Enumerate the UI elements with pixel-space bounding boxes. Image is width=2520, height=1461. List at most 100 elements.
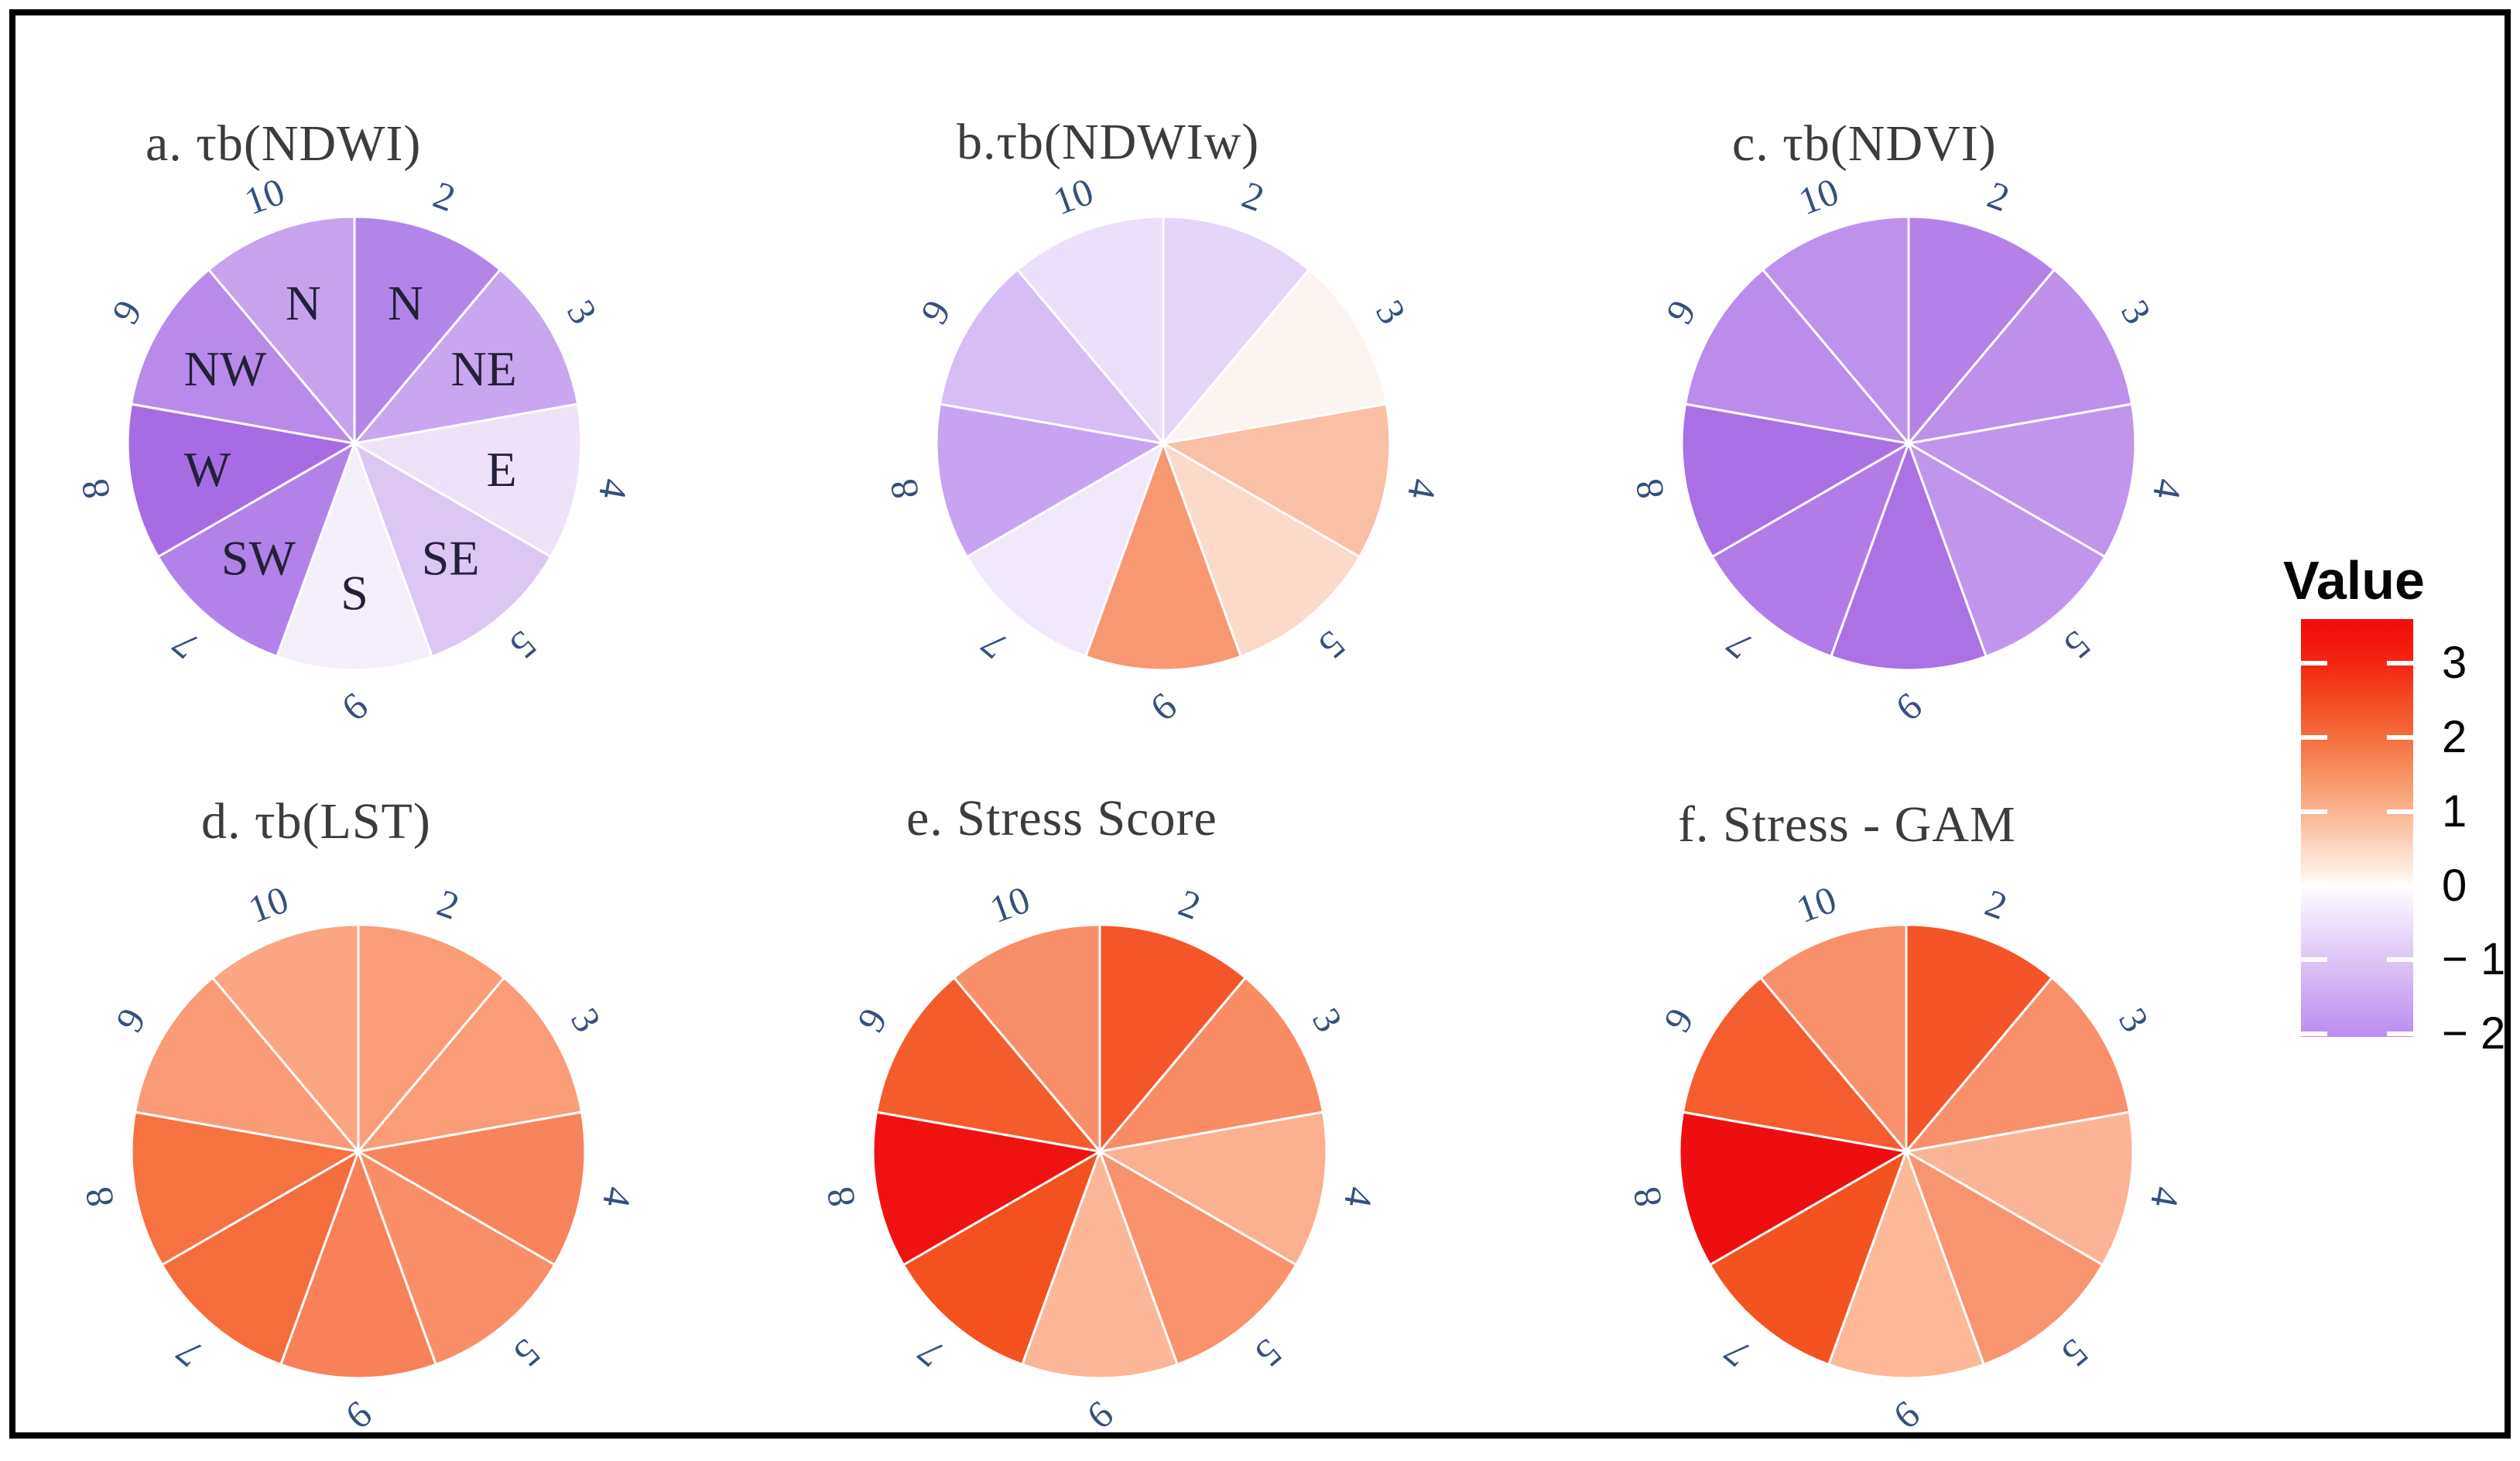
chart-c-month-label-7: 7 [1718,622,1761,668]
chart-b-sector-7 [965,442,1165,658]
chart-b-month-label-7: 7 [973,622,1015,668]
chart-f-title: f. Stress - GAM [1678,796,2016,853]
chart-e-panel: 2 3 4 5 6 7 8 9 10 [790,842,1409,1461]
chart-a-month-label-7: 7 [164,622,207,668]
chart-d-sector-10 [211,923,360,1153]
chart-e-sector-4 [1098,1110,1328,1266]
chart-d-month-label-5: 5 [506,1330,549,1376]
chart-f-sector-2 [1905,923,2053,1153]
chart-e-month-label-6: 6 [1078,1392,1121,1438]
chart-c-month-label-6: 6 [1887,684,1929,730]
chart-c-sector-9 [1684,269,1910,445]
chart-f-sector-3 [1905,977,2131,1153]
legend-tick-mark-3-right [2387,661,2413,666]
chart-c-pie: 2 3 4 5 6 7 8 9 10 [1626,169,2190,730]
legend-tick-mark--1-left [2301,957,2327,963]
chart-a-month-label-6: 6 [333,684,375,730]
chart-c-month-label-10: 10 [1793,169,1844,224]
chart-f-month-label-6: 6 [1885,1392,1927,1438]
chart-e-sector-7 [902,1150,1101,1366]
chart-f-pie: 2 3 4 5 6 7 8 9 10 [1624,878,2188,1438]
chart-b-month-label-10: 10 [1048,169,1099,224]
chart-b-month-label-9: 9 [912,293,959,331]
chart-c-title: c. τb(NDVI) [1732,115,1997,172]
chart-d-sector-8 [130,1110,360,1266]
legend-tick-mark-1-left [2301,809,2327,814]
chart-a-month-label-9: 9 [103,293,150,331]
chart-e-title: e. Stress Score [906,790,1217,847]
chart-a-direction-label-NE-3: NE [450,341,516,396]
chart-c-sector-2 [1907,215,2056,445]
chart-b-month-label-2: 2 [1237,173,1270,220]
chart-a-direction-label-W-8: W [184,442,231,497]
chart-b-month-label-6: 6 [1142,684,1184,730]
chart-f-sector-9 [1682,977,1908,1153]
chart-e-month-label-7: 7 [909,1330,952,1376]
chart-a-direction-label-SE-5: SE [422,530,480,585]
chart-c-sector-3 [1907,269,2133,445]
chart-b-sector-3 [1162,269,1388,445]
chart-d-month-label-9: 9 [107,1001,154,1039]
chart-e-month-label-3: 3 [1304,1001,1351,1039]
chart-f-sector-6 [1827,1150,1985,1380]
chart-b-month-label-8: 8 [881,476,926,502]
legend-tick-label-0: 0 [2442,860,2467,911]
chart-e-sector-10 [953,923,1101,1153]
chart-c-month-label-2: 2 [1982,173,2015,220]
chart-b-sector-8 [935,402,1165,558]
chart-e-pie: 2 3 4 5 6 7 8 9 10 [817,878,1382,1438]
chart-f-month-label-3: 3 [2111,1001,2158,1039]
chart-f-month-label-9: 9 [1655,1001,1702,1039]
chart-b-month-label-5: 5 [1311,622,1354,668]
chart-b-sector-6 [1084,442,1242,672]
chart-d-month-label-2: 2 [432,881,465,928]
chart-b-title: b.τb(NDWIw) [957,114,1260,170]
chart-a-direction-label-NW-9: NW [184,341,267,396]
chart-a-sector-10 [207,215,356,445]
chart-a-direction-label-N-10: N [286,275,321,330]
chart-f-month-label-4: 4 [2142,1184,2188,1210]
chart-e-sector-8 [871,1110,1101,1266]
chart-f-sector-7 [1708,1150,1908,1366]
chart-d-month-label-4: 4 [594,1184,640,1210]
chart-c-month-label-3: 3 [2113,293,2160,331]
chart-d-sector-9 [134,977,360,1153]
legend-tick-mark-1-right [2387,809,2413,814]
chart-b-sector-10 [1016,215,1165,445]
chart-a-month-label-8: 8 [72,476,118,502]
chart-b-sector-2 [1162,215,1310,445]
chart-c-sector-10 [1762,215,1910,445]
chart-c-month-label-4: 4 [2145,476,2190,502]
chart-e-sector-9 [875,977,1101,1153]
chart-e-month-label-2: 2 [1173,881,1207,928]
chart-c-sector-8 [1680,402,1910,558]
chart-c-month-label-5: 5 [2056,622,2099,668]
legend-gradient-bar [2301,619,2413,1037]
chart-e-month-label-9: 9 [848,1001,895,1039]
figure-border-frame: a. τb(NDWI) b.τb(NDWIw) c. τb(NDVI) d. τ… [9,9,2511,1439]
chart-f-sector-8 [1678,1110,1908,1266]
legend-tick-label--1: − 1 [2442,934,2506,985]
chart-e-month-label-4: 4 [1336,1184,1382,1210]
chart-a-month-label-2: 2 [428,173,461,220]
chart-c-sector-4 [1907,402,2137,558]
chart-a-direction-label-SW-7: SW [221,530,296,585]
chart-d-month-label-6: 6 [337,1392,379,1438]
chart-e-month-label-8: 8 [817,1184,863,1210]
chart-d-sector-5 [357,1150,556,1366]
chart-c-panel: 2 3 4 5 6 7 8 9 10 [1599,134,2218,753]
legend-title: Value [2283,550,2425,611]
chart-b-month-label-3: 3 [1368,293,1415,331]
chart-d-sector-6 [279,1150,437,1380]
legend-tick-mark-0-left [2301,883,2327,888]
chart-f-month-label-7: 7 [1716,1330,1758,1376]
chart-e-sector-6 [1021,1150,1179,1380]
chart-a-month-label-5: 5 [502,622,545,668]
legend-tick-label-1: 1 [2442,785,2467,837]
legend-tick-mark--2-right [2387,1032,2413,1037]
chart-c-month-label-9: 9 [1657,293,1704,331]
chart-d-month-label-10: 10 [243,878,294,932]
chart-c-sector-6 [1830,442,1988,672]
chart-d-pie: 2 3 4 5 6 7 8 9 10 [76,878,640,1438]
